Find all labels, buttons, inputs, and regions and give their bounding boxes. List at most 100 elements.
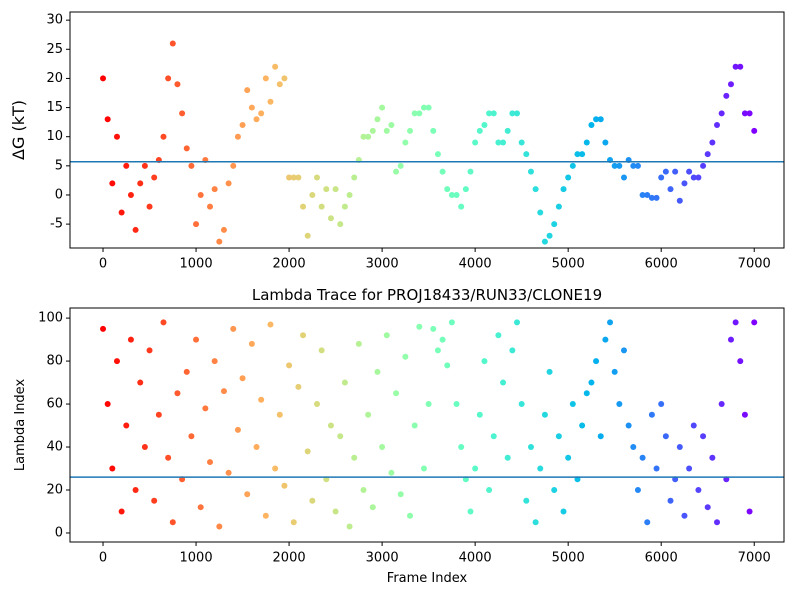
point <box>234 426 241 433</box>
point <box>667 186 674 193</box>
point <box>397 162 404 169</box>
x-tick-label: 6000 <box>645 551 678 566</box>
point <box>267 321 274 328</box>
point <box>741 110 748 117</box>
point <box>369 127 376 134</box>
point <box>504 127 511 134</box>
point <box>555 433 562 440</box>
point <box>686 465 693 472</box>
point <box>216 523 223 530</box>
point <box>216 238 223 245</box>
point <box>695 174 702 181</box>
point <box>732 63 739 70</box>
point <box>281 75 288 82</box>
point <box>402 353 409 360</box>
point <box>183 145 190 152</box>
point <box>374 116 381 123</box>
point <box>676 444 683 451</box>
point <box>244 491 251 498</box>
point <box>127 191 134 198</box>
point <box>611 368 618 375</box>
point <box>634 487 641 493</box>
point <box>453 401 460 408</box>
point <box>704 504 711 511</box>
point <box>616 162 623 169</box>
point <box>151 497 158 504</box>
point <box>360 487 367 493</box>
x-tick-label: 1000 <box>180 257 213 272</box>
point <box>281 482 288 489</box>
point <box>100 325 107 332</box>
point <box>546 232 553 239</box>
point <box>541 238 548 245</box>
point <box>607 319 614 326</box>
point <box>118 209 125 216</box>
point <box>644 191 651 198</box>
point <box>127 336 134 343</box>
point <box>169 519 176 526</box>
point <box>300 332 307 339</box>
point <box>741 411 748 418</box>
point <box>537 465 544 472</box>
point <box>639 454 646 461</box>
point <box>211 186 218 193</box>
point <box>309 497 316 504</box>
point <box>183 368 190 375</box>
point <box>286 362 293 369</box>
point <box>262 75 269 82</box>
point <box>620 174 627 181</box>
point <box>230 325 237 332</box>
point <box>248 104 255 111</box>
point <box>286 174 293 181</box>
point <box>365 133 372 140</box>
point <box>648 411 655 418</box>
axes-frame <box>69 11 785 249</box>
y-tick-label: 40 <box>46 440 63 455</box>
point <box>574 151 581 158</box>
y-tick-label: 80 <box>46 354 63 369</box>
point <box>690 422 697 429</box>
x-tick-label: 3000 <box>366 551 399 566</box>
point <box>583 390 590 397</box>
point <box>593 358 600 365</box>
y-tick-label: 0 <box>55 525 63 540</box>
point <box>737 63 744 70</box>
point <box>602 139 609 146</box>
point <box>458 444 465 451</box>
point <box>718 110 725 117</box>
point <box>751 127 758 134</box>
point <box>346 523 353 530</box>
point <box>620 347 627 354</box>
point <box>137 379 144 386</box>
x-tick-label: 5000 <box>552 551 585 566</box>
y-tick-label: 60 <box>46 397 63 412</box>
point <box>179 110 186 117</box>
point <box>611 162 618 169</box>
point <box>662 433 669 440</box>
point <box>188 162 195 169</box>
point <box>407 512 414 519</box>
x-tick-label: 7000 <box>738 551 771 566</box>
point <box>383 127 390 134</box>
point <box>276 81 283 88</box>
y-axis-label: ΔG (kT) <box>9 100 28 160</box>
point <box>430 325 437 332</box>
point <box>388 469 395 476</box>
point <box>220 388 227 395</box>
point <box>551 221 558 228</box>
point <box>597 116 604 123</box>
point <box>318 203 325 210</box>
point <box>569 162 576 169</box>
point <box>337 221 344 228</box>
point <box>448 319 455 326</box>
point <box>555 203 562 210</box>
point <box>397 491 404 498</box>
point <box>639 191 646 198</box>
point <box>430 127 437 134</box>
point <box>160 133 167 140</box>
point <box>481 122 488 129</box>
point <box>458 203 465 210</box>
y-tick-label: 20 <box>46 71 63 86</box>
point <box>527 168 534 175</box>
point <box>165 75 172 82</box>
